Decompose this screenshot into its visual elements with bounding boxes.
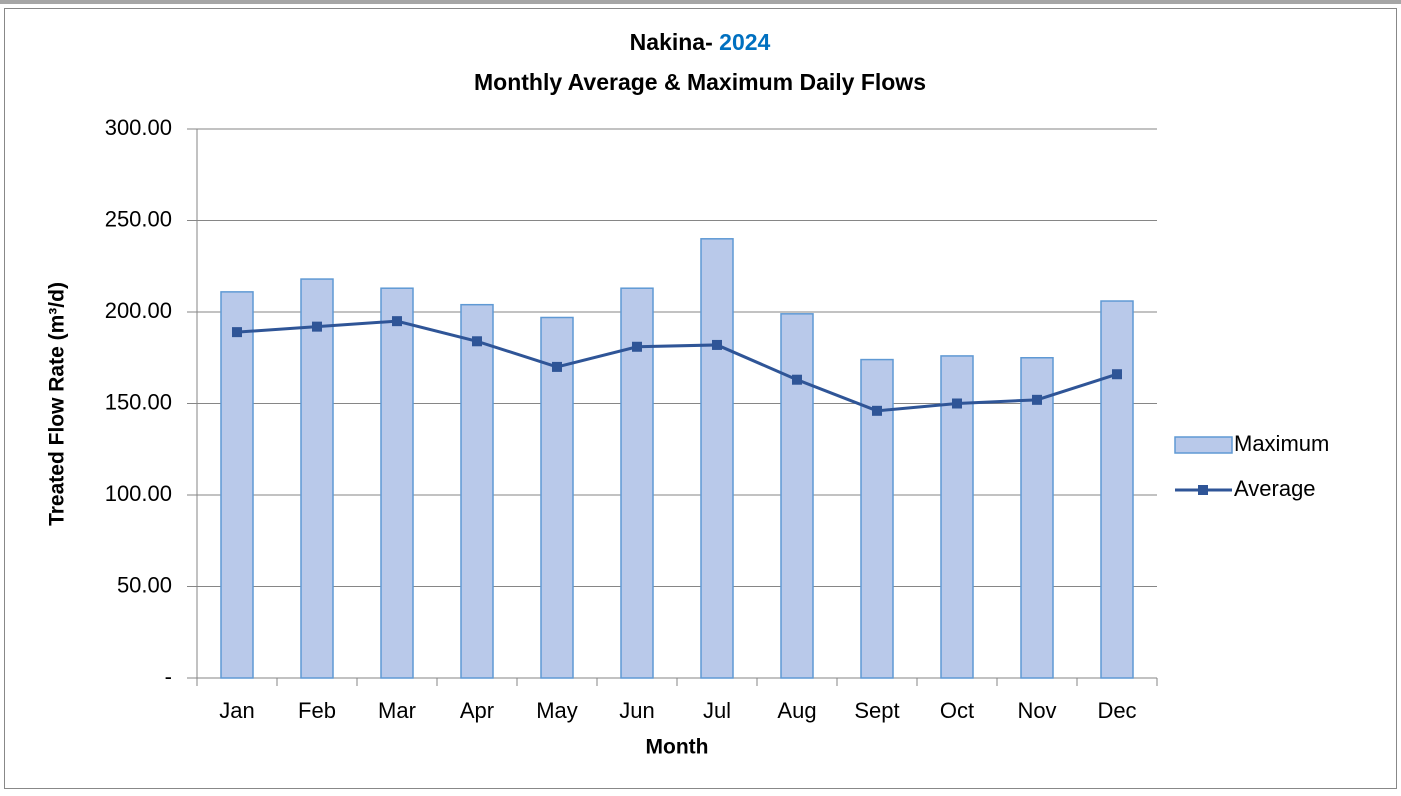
- marker: [632, 341, 642, 352]
- x-tick-label: Jul: [703, 698, 731, 723]
- bar: [700, 238, 734, 679]
- title-text: Nakina-: [630, 29, 713, 55]
- y-axis-label: Treated Flow Rate (m³/d): [46, 282, 69, 526]
- y-tick-label: -: [165, 664, 172, 689]
- x-tick-label: Dec: [1097, 698, 1136, 723]
- marker: [312, 321, 322, 332]
- y-tick-label: 100.00: [105, 481, 172, 506]
- legend-marker: [1198, 485, 1208, 495]
- x-tick-label: Apr: [460, 698, 494, 723]
- bar: [620, 287, 654, 679]
- y-tick-label: 150.00: [105, 389, 172, 414]
- marker: [712, 339, 722, 350]
- legend-swatch: [1174, 436, 1233, 454]
- bar: [380, 287, 414, 679]
- bar: [780, 313, 814, 679]
- legend-label: Maximum: [1234, 431, 1329, 456]
- y-tick-label: 300.00: [105, 115, 172, 140]
- x-tick-label: Feb: [298, 698, 336, 723]
- marker: [552, 361, 562, 372]
- legend-label: Average: [1234, 476, 1316, 501]
- y-tick-label: 50.00: [117, 572, 172, 597]
- x-tick-label: Nov: [1017, 698, 1056, 723]
- marker: [232, 327, 242, 338]
- marker: [792, 374, 802, 385]
- y-tick-label: 200.00: [105, 298, 172, 323]
- marker: [872, 405, 882, 416]
- x-tick-label: Jun: [619, 698, 654, 723]
- bar: [1100, 300, 1134, 679]
- chart-title: Nakina- 2024: [630, 29, 771, 55]
- marker: [1032, 394, 1042, 405]
- marker: [392, 316, 402, 327]
- line: [236, 319, 1118, 413]
- bar: [300, 278, 334, 679]
- x-tick-label: Mar: [378, 698, 416, 723]
- y-tick-label: 250.00: [105, 206, 172, 231]
- marker: [952, 398, 962, 409]
- x-tick-label: Aug: [777, 698, 816, 723]
- bar: [460, 303, 494, 679]
- window-edge: [0, 0, 1401, 4]
- bar: [540, 316, 574, 679]
- bar: [220, 291, 254, 679]
- marker: [1112, 369, 1122, 380]
- marker: [472, 336, 482, 347]
- chart-subtitle: Monthly Average & Maximum Daily Flows: [474, 69, 926, 95]
- title-year: 2024: [719, 29, 770, 55]
- x-tick-label: Jan: [219, 698, 254, 723]
- x-axis-label: Month: [646, 736, 709, 759]
- x-tick-label: Oct: [940, 698, 974, 723]
- x-tick-label: Sept: [854, 698, 899, 723]
- bar: [940, 355, 974, 679]
- x-tick-label: May: [536, 698, 578, 723]
- bar: [1020, 357, 1054, 679]
